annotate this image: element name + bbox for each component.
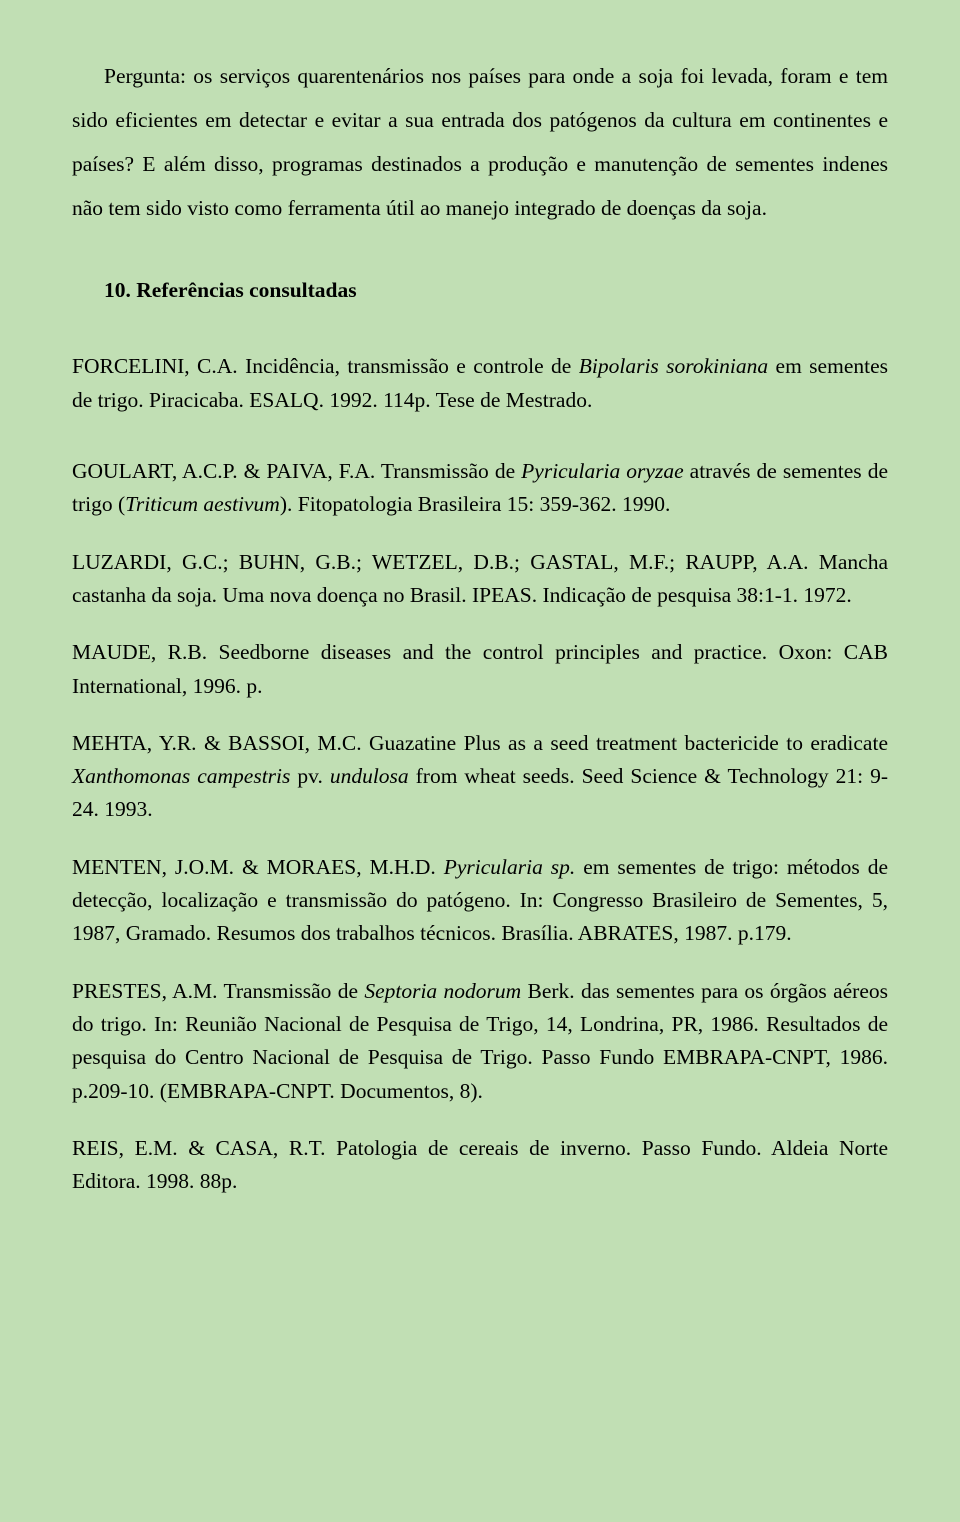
document-page: Pergunta: os serviços quarentenários nos…	[0, 0, 960, 1522]
reference-entry: MEHTA, Y.R. & BASSOI, M.C. Guazatine Plu…	[72, 727, 888, 827]
reference-entry: FORCELINI, C.A. Incidência, transmissão …	[72, 350, 888, 417]
reference-italic-term: Septoria nodorum	[364, 979, 521, 1003]
reference-italic-term: undulosa	[330, 764, 409, 788]
reference-italic-term: Triticum aestivum	[125, 492, 280, 516]
reference-entry: MAUDE, R.B. Seedborne diseases and the c…	[72, 636, 888, 703]
reference-italic-term: Pyricularia oryzae	[521, 459, 683, 483]
reference-text: Transmissão de	[218, 979, 365, 1003]
reference-text: Incidência, transmissão e controle de	[238, 354, 579, 378]
reference-text	[436, 855, 444, 879]
reference-entry: LUZARDI, G.C.; BUHN, G.B.; WETZEL, D.B.;…	[72, 546, 888, 613]
reference-authors: MEHTA, Y.R. & BASSOI, M.C.	[72, 731, 362, 755]
reference-italic-term: Xanthomonas campestris	[72, 764, 290, 788]
reference-text: ). Fitopatologia Brasileira 15: 359-362.…	[280, 492, 671, 516]
reference-text: Guazatine Plus as a seed treatment bacte…	[362, 731, 888, 755]
reference-entry: REIS, E.M. & CASA, R.T. Patologia de cer…	[72, 1132, 888, 1199]
section-heading-references: 10. Referências consultadas	[72, 268, 888, 312]
body-paragraph: Pergunta: os serviços quarentenários nos…	[72, 54, 888, 230]
reference-entry: PRESTES, A.M. Transmissão de Septoria no…	[72, 975, 888, 1108]
reference-authors: MAUDE, R.B.	[72, 640, 207, 664]
reference-authors: LUZARDI, G.C.; BUHN, G.B.; WETZEL, D.B.;…	[72, 550, 809, 574]
reference-text: pv.	[290, 764, 329, 788]
reference-authors: PRESTES, A.M.	[72, 979, 218, 1003]
reference-authors: GOULART, A.C.P. & PAIVA, F.A.	[72, 459, 375, 483]
reference-authors: MENTEN, J.O.M. & MORAES, M.H.D.	[72, 855, 436, 879]
reference-authors: REIS, E.M. & CASA, R.T.	[72, 1136, 326, 1160]
reference-text: Transmissão de	[375, 459, 521, 483]
reference-entry: GOULART, A.C.P. & PAIVA, F.A. Transmissã…	[72, 455, 888, 522]
reference-authors: FORCELINI, C.A.	[72, 354, 238, 378]
reference-italic-term: Bipolaris sorokiniana	[579, 354, 768, 378]
reference-italic-term: Pyricularia sp.	[444, 855, 576, 879]
reference-entry: MENTEN, J.O.M. & MORAES, M.H.D. Pyricula…	[72, 851, 888, 951]
